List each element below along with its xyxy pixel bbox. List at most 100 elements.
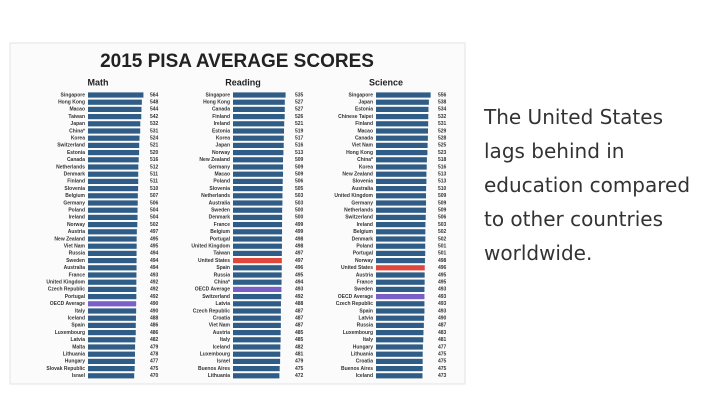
bar — [88, 171, 139, 177]
bar — [376, 272, 425, 278]
bar — [376, 322, 424, 328]
value-label: 513 — [438, 172, 447, 178]
bar — [376, 258, 425, 264]
category-label: France — [214, 222, 231, 228]
category-label: Czech Republic — [336, 301, 373, 307]
value-label: 500 — [295, 215, 304, 221]
value-label: 510 — [150, 186, 159, 192]
value-label: 510 — [438, 186, 447, 192]
bar — [376, 279, 425, 285]
category-label: Belgium — [65, 193, 85, 199]
category-label: Taiwan — [68, 114, 85, 120]
category-label: Denmark — [64, 172, 86, 178]
bar — [88, 222, 138, 228]
value-label: 475 — [438, 352, 447, 358]
bar — [88, 286, 137, 292]
bar — [233, 99, 285, 105]
category-label: Luxembourg — [55, 330, 85, 336]
bar — [376, 286, 425, 292]
bar — [88, 200, 138, 206]
category-label: Russia — [214, 272, 231, 278]
bar — [376, 142, 428, 148]
bar — [376, 207, 427, 213]
category-label: New Zealand — [199, 157, 230, 163]
category-label: Hungary — [65, 359, 86, 365]
category-label: Denmark — [352, 236, 374, 242]
category-label: Korea — [71, 136, 85, 142]
value-label: 493 — [438, 308, 447, 314]
panel-title: Science — [369, 77, 403, 87]
bar — [376, 243, 426, 249]
category-label: Lithuania — [63, 352, 85, 358]
category-label: Netherlands — [201, 193, 230, 199]
bar — [376, 114, 429, 120]
value-label: 494 — [150, 258, 159, 264]
value-label: 483 — [438, 330, 447, 336]
category-label: OECD Average — [338, 294, 373, 300]
category-label: Finland — [212, 114, 230, 120]
category-label: Hungary — [353, 344, 374, 350]
value-label: 525 — [438, 143, 447, 149]
bar — [233, 92, 286, 98]
value-label: 511 — [150, 179, 158, 185]
value-label: 511 — [150, 172, 158, 178]
category-label: Austria — [356, 272, 373, 278]
bar — [376, 200, 427, 206]
value-label: 519 — [295, 128, 304, 134]
value-label: 485 — [295, 337, 304, 343]
bar — [233, 294, 282, 300]
category-label: United Kingdom — [46, 280, 85, 286]
category-label: Slovenia — [352, 179, 373, 185]
bar — [233, 229, 283, 235]
bar — [233, 243, 282, 249]
bar — [233, 308, 281, 314]
value-label: 513 — [295, 150, 304, 156]
value-label: 544 — [150, 107, 159, 113]
value-label: 506 — [295, 179, 304, 185]
bar — [233, 250, 282, 256]
category-label: Germany — [208, 164, 230, 170]
value-label: 520 — [150, 150, 159, 156]
value-label: 486 — [150, 323, 159, 329]
category-label: Latvia — [71, 337, 86, 343]
value-label: 481 — [438, 337, 447, 343]
value-label: 487 — [438, 323, 447, 329]
bar — [376, 99, 429, 105]
category-label: Macao — [357, 128, 373, 134]
bar — [88, 322, 136, 328]
category-label: Russia — [357, 323, 374, 329]
bar — [233, 286, 282, 292]
category-label: Iceland — [356, 373, 373, 379]
value-label: 507 — [150, 193, 159, 199]
category-label: Ireland — [357, 222, 373, 228]
category-label: Norway — [67, 222, 85, 228]
category-label: Slovak Republic — [46, 366, 85, 372]
bar — [233, 322, 281, 328]
bar — [88, 279, 137, 285]
value-label: 473 — [438, 373, 447, 379]
category-label: Singapore — [206, 92, 231, 98]
category-label: OECD Average — [50, 301, 85, 307]
value-label: 475 — [438, 359, 447, 365]
category-label: Austria — [213, 330, 230, 336]
value-label: 495 — [295, 272, 304, 278]
value-label: 495 — [438, 272, 447, 278]
value-label: 494 — [150, 251, 159, 257]
value-label: 499 — [295, 229, 304, 235]
category-label: Belgium — [353, 229, 373, 235]
bar — [233, 373, 280, 379]
value-label: 504 — [150, 208, 159, 214]
bar — [233, 258, 282, 264]
bar — [88, 366, 135, 372]
category-label: Luxembourg — [343, 330, 373, 336]
category-label: Germany — [63, 200, 85, 206]
value-label: 509 — [295, 172, 304, 178]
bar — [233, 164, 284, 170]
value-label: 481 — [295, 352, 304, 358]
bar — [233, 200, 283, 206]
bar — [233, 279, 282, 285]
value-label: 500 — [295, 208, 304, 214]
value-label: 495 — [150, 236, 159, 242]
